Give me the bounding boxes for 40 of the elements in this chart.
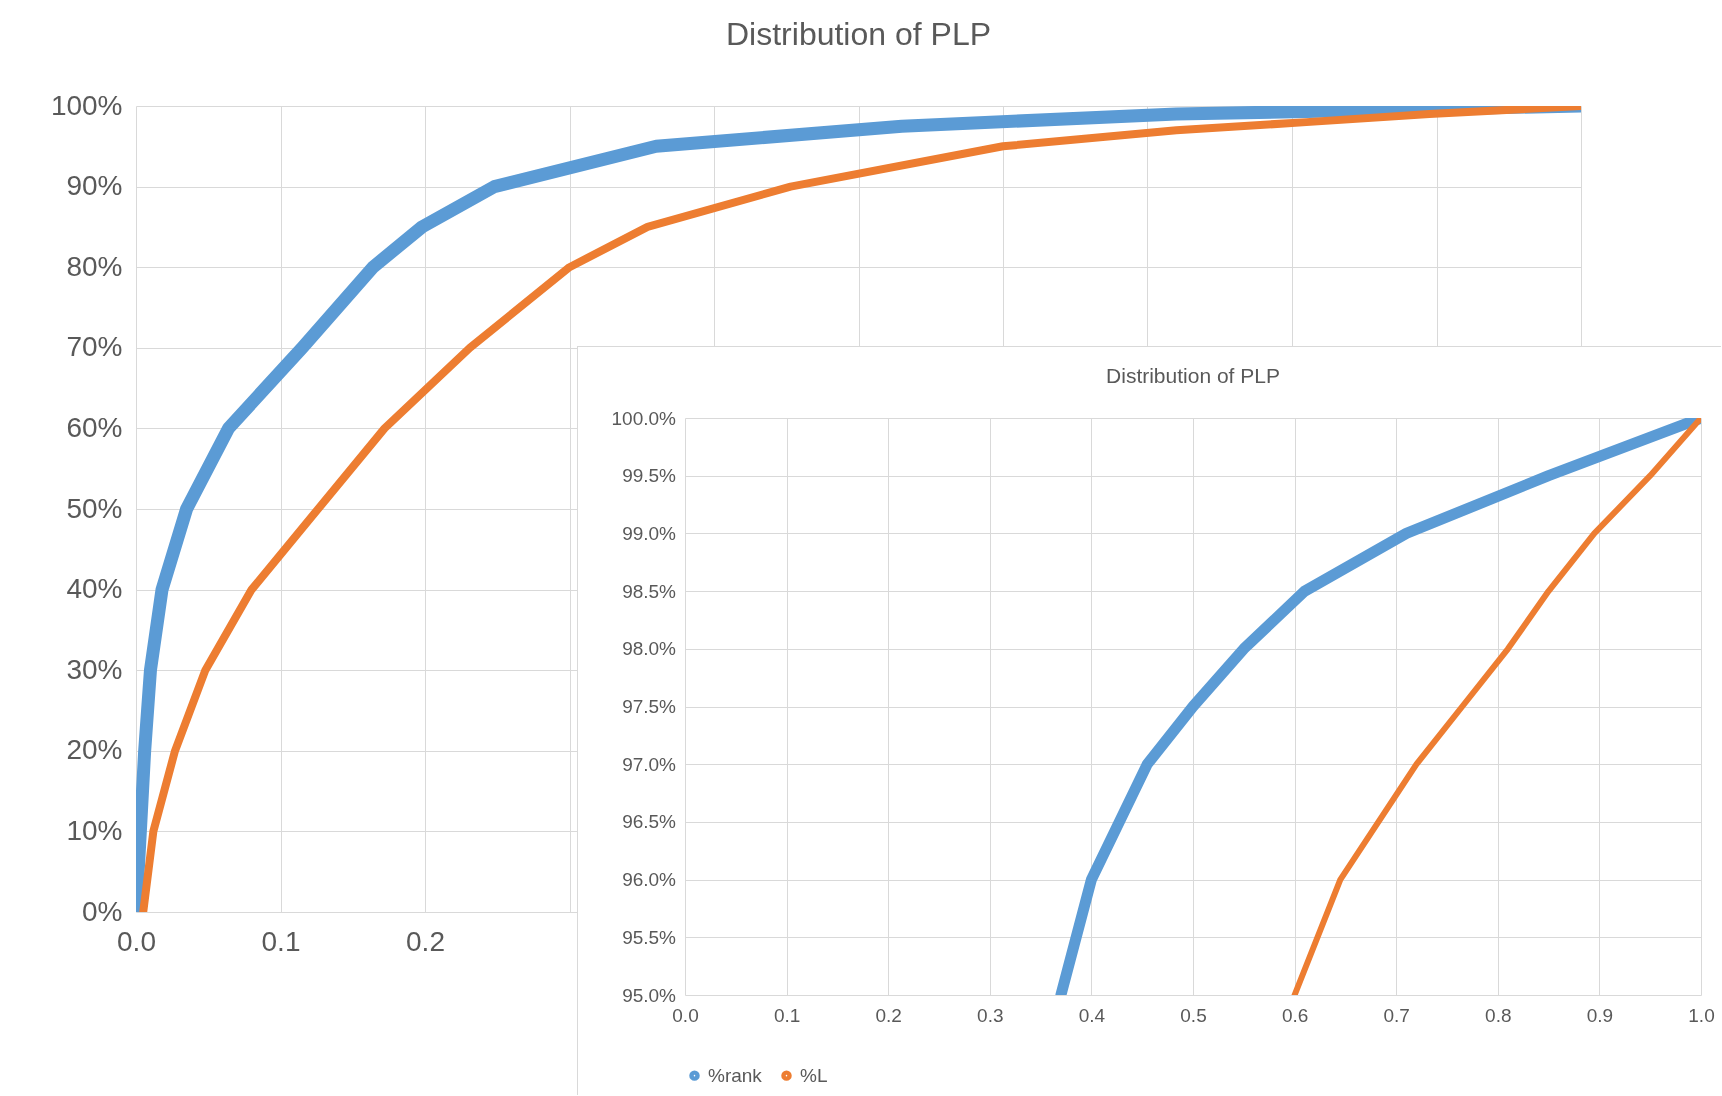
chart-title: Distribution of PLP bbox=[1106, 364, 1280, 387]
x-tick-label: 0.2 bbox=[875, 1004, 902, 1026]
y-tick-label: 50% bbox=[66, 492, 123, 524]
y-tick-label: 100% bbox=[50, 89, 123, 121]
x-tick-label: 0.8 bbox=[1485, 1004, 1512, 1026]
legend-label: %rank bbox=[708, 1064, 763, 1086]
y-tick-label: 95.5% bbox=[622, 926, 677, 948]
y-tick-label: 100.0% bbox=[611, 407, 677, 429]
x-tick-label: 0.2 bbox=[406, 926, 445, 958]
y-tick-label: 98.5% bbox=[622, 580, 677, 602]
y-tick-label: 98.0% bbox=[622, 638, 677, 660]
y-tick-label: 70% bbox=[66, 331, 123, 363]
y-tick-label: 95.0% bbox=[622, 984, 677, 1006]
y-tick-label: 99.5% bbox=[622, 465, 677, 487]
x-tick-label: 0.9 bbox=[1586, 1004, 1614, 1026]
x-tick-label: 0.6 bbox=[1281, 1004, 1309, 1026]
y-tick-label: 96.5% bbox=[622, 811, 677, 833]
y-tick-label: 20% bbox=[66, 734, 123, 766]
x-tick-label: 1.0 bbox=[1688, 1004, 1715, 1026]
y-tick-label: 10% bbox=[66, 814, 123, 846]
x-tick-label: 0.7 bbox=[1383, 1004, 1410, 1026]
y-tick-label: 30% bbox=[66, 653, 123, 685]
x-tick-label: 0.0 bbox=[672, 1004, 699, 1026]
y-tick-label: 80% bbox=[66, 250, 123, 282]
chart-title: Distribution of PLP bbox=[725, 16, 992, 52]
x-tick-label: 0.1 bbox=[773, 1004, 801, 1026]
x-tick-label: 0.4 bbox=[1078, 1004, 1106, 1026]
y-tick-label: 90% bbox=[66, 170, 123, 202]
y-tick-label: 60% bbox=[66, 411, 123, 443]
y-tick-label: 97.0% bbox=[622, 753, 677, 775]
y-tick-label: 99.0% bbox=[622, 522, 677, 544]
x-tick-label: 0.0 bbox=[117, 926, 156, 958]
y-tick-label: 0% bbox=[82, 895, 123, 927]
y-tick-label: 97.5% bbox=[622, 696, 677, 717]
legend-label: %L bbox=[800, 1064, 828, 1086]
x-tick-label: 0.5 bbox=[1180, 1004, 1207, 1026]
x-tick-label: 0.1 bbox=[261, 926, 301, 958]
x-tick-label: 0.3 bbox=[977, 1004, 1004, 1026]
y-tick-label: 40% bbox=[66, 573, 123, 605]
y-tick-label: 96.0% bbox=[622, 869, 677, 891]
